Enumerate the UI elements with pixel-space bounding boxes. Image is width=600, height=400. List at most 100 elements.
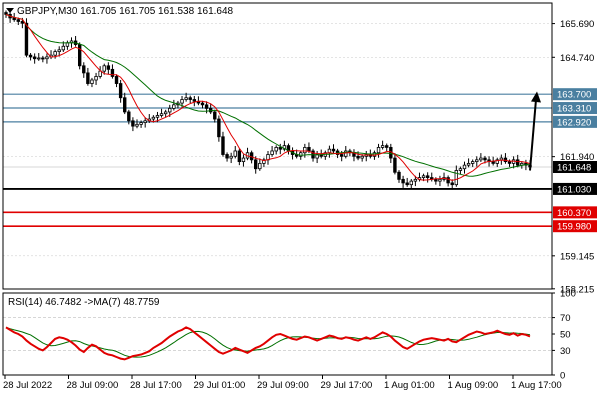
candle-body <box>204 104 209 109</box>
level-label-163.700: 163.700 <box>557 90 591 101</box>
candle-body <box>77 44 82 67</box>
time-tick-label: 1 Aug 17:00 <box>511 380 562 391</box>
candle-body <box>229 155 233 159</box>
candle-body <box>225 154 229 159</box>
candle-body <box>163 111 168 115</box>
candle-body <box>94 76 98 81</box>
candle-body <box>139 122 143 125</box>
forecast-arrow-shaft <box>529 99 537 171</box>
candle-body <box>303 147 307 154</box>
candle-body <box>462 164 467 170</box>
candle-body <box>270 150 274 155</box>
candle-body <box>20 21 25 24</box>
rsi-title: RSI(14) 46.7482 ->MA(7) 48.7759 <box>8 297 160 308</box>
candle-body <box>102 65 106 72</box>
candle-body <box>458 168 463 171</box>
candle-body <box>131 120 135 127</box>
level-label-163.310: 163.310 <box>557 104 591 115</box>
rsi-tick-label: 50 <box>560 330 571 341</box>
candle-body <box>401 178 405 184</box>
collapse-triangle-icon[interactable] <box>6 8 14 13</box>
candle-body <box>184 97 188 100</box>
candle-body <box>188 97 192 100</box>
candle-body <box>475 159 479 163</box>
symbol-line: GBPJPY,M30 161.705 161.705 161.538 161.6… <box>17 6 234 17</box>
time-tick-label: 1 Aug 09:00 <box>448 380 499 391</box>
candle-body <box>213 111 217 120</box>
rsi-tick-label: 100 <box>560 289 576 300</box>
candle-body <box>221 136 225 155</box>
rsi-tick-label: 30 <box>560 346 571 357</box>
ma-slow-line <box>5 13 531 177</box>
candle-body <box>516 159 520 166</box>
candle-body <box>409 180 413 186</box>
candle-body <box>86 72 90 84</box>
time-tick-label: 1 Aug 01:00 <box>384 380 435 391</box>
main-plot-frame <box>2 2 553 290</box>
price-tick-label: 158.215 <box>560 284 594 295</box>
level-label-161.030: 161.030 <box>557 184 591 195</box>
level-label-bg-162.920 <box>553 115 597 128</box>
candle-body <box>405 182 409 186</box>
candle-body <box>339 154 344 157</box>
candle-body <box>135 123 139 127</box>
candle-body <box>237 150 242 163</box>
candle-body <box>274 147 278 152</box>
candle-body <box>470 161 475 164</box>
price-tick-label: 164.740 <box>560 53 594 64</box>
level-label-bg-161.030 <box>553 182 597 195</box>
price-tick-label: 161.940 <box>560 152 594 163</box>
candle-body <box>393 157 397 173</box>
candle-body <box>479 157 483 161</box>
time-tick-label: 28 Jul 17:00 <box>130 380 182 391</box>
candle-body <box>331 148 336 152</box>
candle-body <box>299 152 303 157</box>
candle-body <box>16 19 20 22</box>
candle-body <box>192 99 197 102</box>
level-label-162.920: 162.920 <box>557 117 591 128</box>
candle-body <box>12 17 16 21</box>
candle-body <box>491 161 495 164</box>
candle-body <box>380 145 385 148</box>
candle-body <box>32 56 37 60</box>
header: GBPJPY,M30 161.705 161.705 161.538 161.6… <box>6 6 234 17</box>
candle-body <box>200 102 205 106</box>
candle-body <box>450 182 454 186</box>
candle-body <box>446 177 450 184</box>
candle-body <box>495 159 499 164</box>
candle-body <box>82 65 86 74</box>
candle-body <box>421 175 426 178</box>
candle-body <box>397 171 401 180</box>
candle-body <box>217 118 221 138</box>
candle-body <box>159 113 164 116</box>
rsi-tick-label: 70 <box>560 313 571 324</box>
candle-body <box>41 57 45 60</box>
level-label-bg-160.370 <box>553 206 597 219</box>
candle-body <box>507 161 512 164</box>
candle-body <box>106 65 111 70</box>
candle-body <box>413 178 418 182</box>
candle-body <box>438 178 442 182</box>
candle-body <box>155 115 160 118</box>
candle-body <box>143 120 147 123</box>
candle-body <box>127 111 131 122</box>
candle-body <box>114 76 119 84</box>
candle-body <box>434 178 438 182</box>
time-tick-label: 28 Jul 09:00 <box>67 380 119 391</box>
candle-body <box>61 45 66 51</box>
candle-body <box>4 12 8 15</box>
candle-body <box>425 175 430 178</box>
candle-body <box>57 49 61 53</box>
candle-body <box>123 97 127 113</box>
candle-body <box>278 147 282 150</box>
current-price-label-bg <box>553 161 597 174</box>
rsi-line <box>5 326 531 361</box>
candle-body <box>376 147 381 154</box>
time-tick-label: 28 Jul 2022 <box>3 380 52 391</box>
candle-body <box>151 116 156 120</box>
price-tick-label: 159.145 <box>560 251 594 262</box>
candle-body <box>385 145 389 148</box>
forecast-arrow-head-icon <box>531 91 541 103</box>
candle-body <box>24 22 29 56</box>
